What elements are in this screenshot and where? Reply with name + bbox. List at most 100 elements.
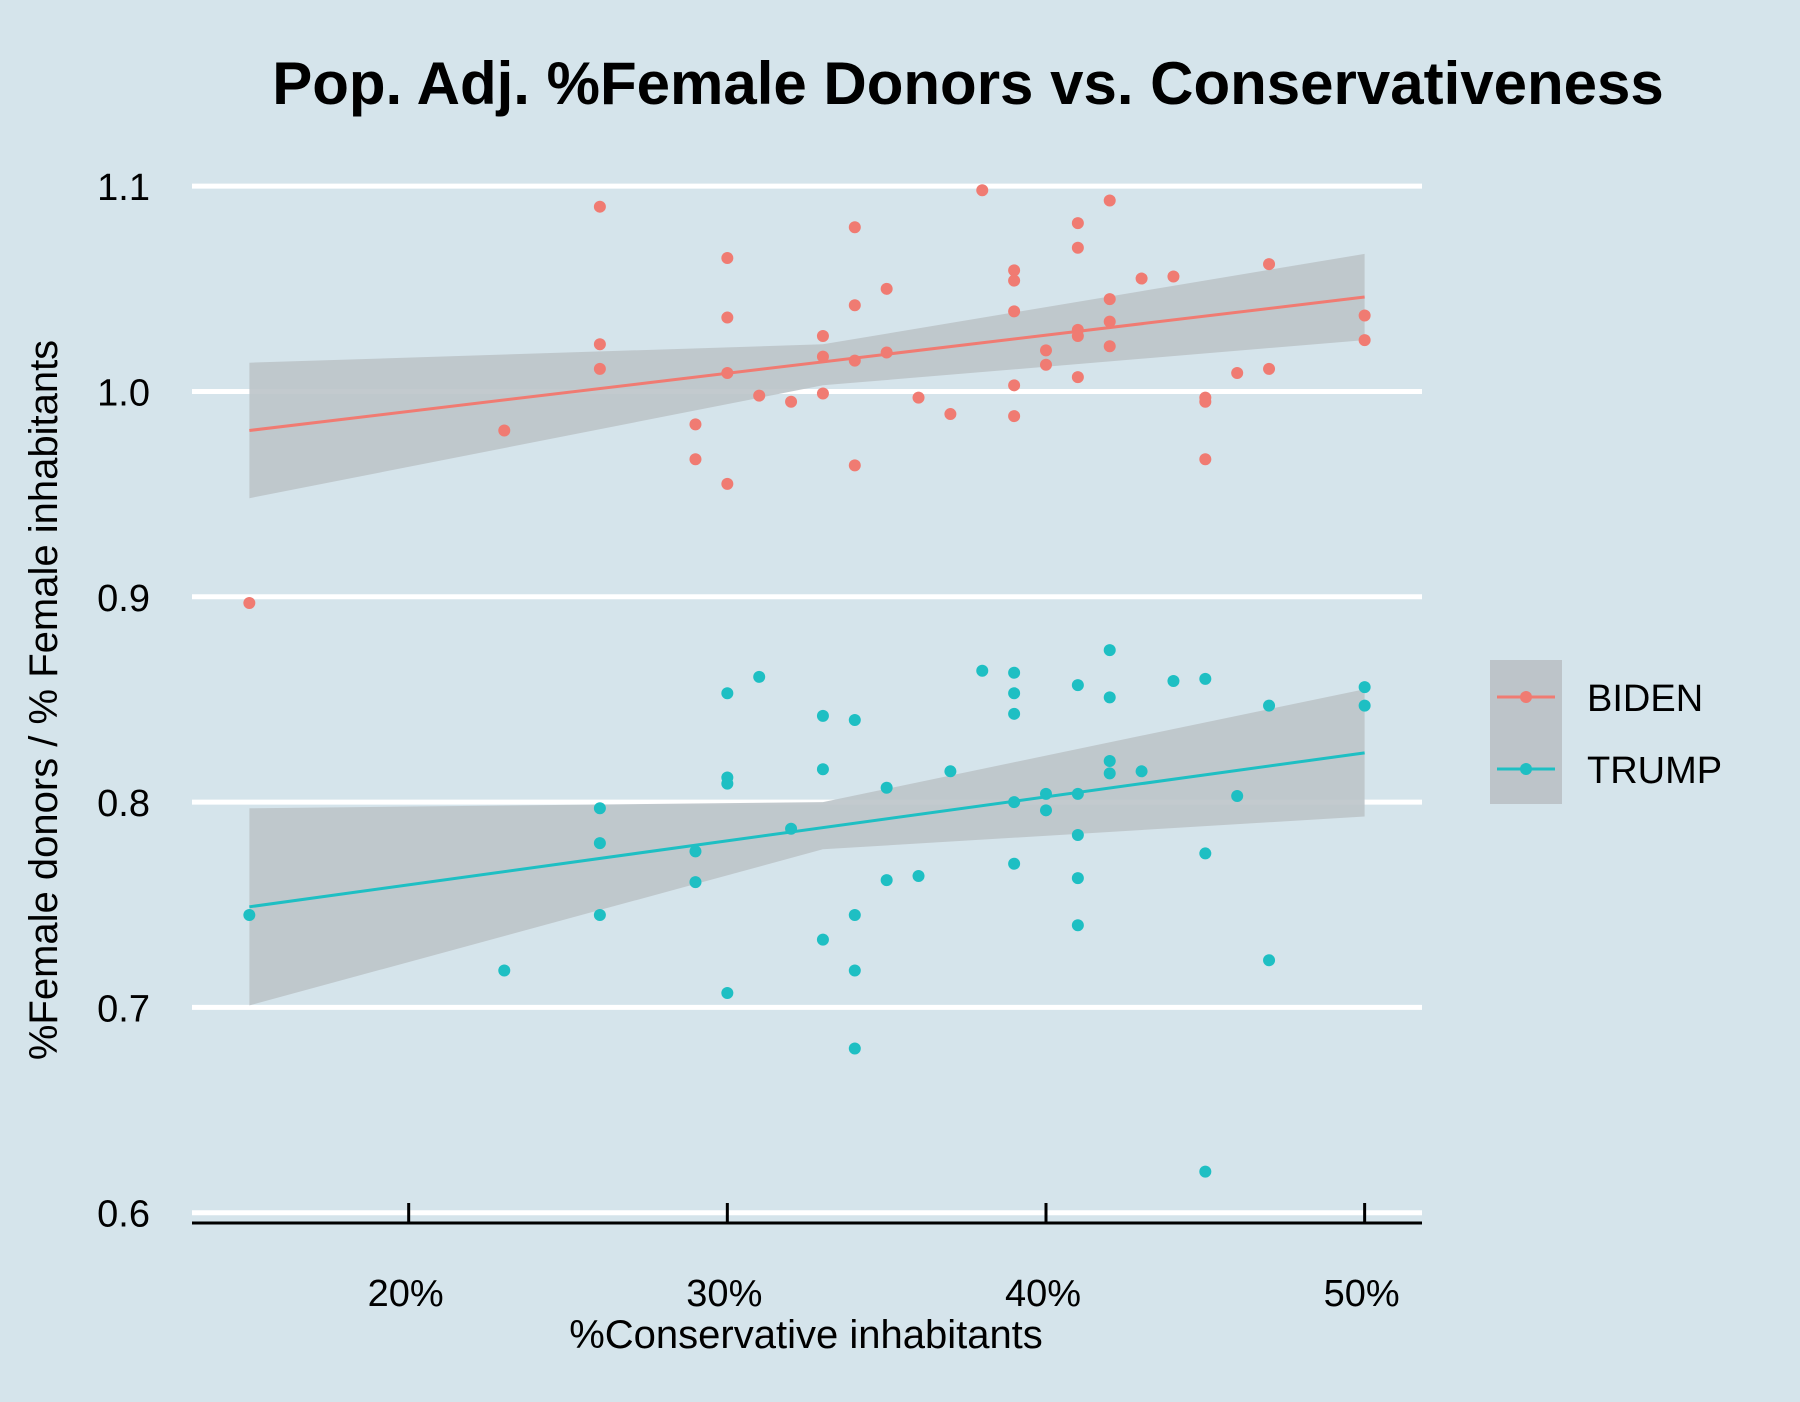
biden-point [721, 252, 734, 265]
y-tick-label: 1.0 [97, 372, 150, 414]
legend-trump-label: TRUMP [1587, 750, 1722, 792]
biden-point [816, 350, 829, 363]
biden-point [1199, 453, 1212, 466]
biden-point [689, 453, 702, 466]
biden-point [848, 221, 861, 234]
biden-point [1103, 315, 1116, 328]
biden-point [1071, 371, 1084, 384]
trump-point [912, 870, 925, 883]
trump-point [1358, 699, 1371, 712]
trump-confidence-ribbon [249, 689, 1365, 1006]
biden-point [1358, 334, 1371, 347]
trump-point [848, 964, 861, 977]
biden-point [721, 477, 734, 490]
trump-point [1008, 666, 1021, 679]
biden-point [721, 366, 734, 379]
biden-point [785, 395, 798, 408]
biden-point [1039, 358, 1052, 371]
biden-point [243, 596, 256, 609]
trump-point [1103, 691, 1116, 704]
biden-confidence-ribbon [249, 253, 1365, 499]
biden-point [880, 282, 893, 295]
trump-point [721, 987, 734, 1000]
trump-point [689, 845, 702, 858]
gridlines [192, 183, 1422, 1216]
biden-point [848, 354, 861, 367]
biden-point [1071, 241, 1084, 254]
trump-point [1199, 847, 1212, 860]
chart-title: Pop. Adj. %Female Donors vs. Conservativ… [272, 50, 1664, 117]
trump-point [1008, 796, 1021, 809]
trump-point [848, 713, 861, 726]
biden-point [1008, 410, 1021, 423]
trump-point [243, 909, 256, 922]
biden-point [593, 200, 606, 213]
x-axis-title: %Conservative inhabitants [569, 1313, 1043, 1357]
trump-point [976, 664, 989, 677]
legend-biden-point [1520, 691, 1532, 703]
biden-point [1103, 293, 1116, 306]
trump-point [944, 765, 957, 778]
x-tick-label: 30% [686, 1273, 762, 1315]
biden-point [816, 387, 829, 400]
trump-point [753, 670, 766, 683]
x-tick-label: 20% [368, 1273, 444, 1315]
trump-point [1231, 789, 1244, 802]
biden-point [848, 299, 861, 312]
trump-point [721, 687, 734, 700]
biden-point [1039, 344, 1052, 357]
biden-point [1358, 309, 1371, 322]
trump-point [1263, 699, 1276, 712]
biden-fit-line [249, 295, 1365, 432]
trump-point [721, 777, 734, 790]
legend-trump-point [1520, 763, 1532, 775]
trump-point [785, 822, 798, 835]
trump-point [1071, 919, 1084, 932]
biden-point [1199, 395, 1212, 408]
biden-point [1231, 366, 1244, 379]
trump-point [1263, 954, 1276, 967]
biden-point [1008, 305, 1021, 318]
biden-point [593, 362, 606, 375]
trump-point [593, 837, 606, 850]
trump-point [1358, 681, 1371, 694]
trump-point [1103, 755, 1116, 768]
trump-point [1071, 679, 1084, 692]
y-axis-title: %Female donors / % Female inhabitants [22, 340, 66, 1060]
trump-point [880, 874, 893, 887]
biden-point [498, 424, 511, 437]
biden-point [1071, 330, 1084, 343]
biden-point [593, 338, 606, 351]
trump-point [689, 876, 702, 889]
trump-point [1199, 1165, 1212, 1178]
trump-point [593, 909, 606, 922]
trump-point [1071, 787, 1084, 800]
trump-point [816, 709, 829, 722]
y-tick-label: 0.6 [97, 1194, 150, 1236]
y-axis: 0.6 0.7 0.8 0.9 1.0 1.1 [97, 167, 150, 1236]
confidence-ribbons [249, 253, 1365, 1006]
biden-point [1167, 270, 1180, 283]
biden-point [1008, 264, 1021, 277]
trump-point [1071, 828, 1084, 841]
biden-point [721, 311, 734, 324]
fit-lines [249, 295, 1365, 909]
trump-point [1167, 674, 1180, 687]
biden-point [1135, 272, 1148, 285]
biden-point [1008, 379, 1021, 392]
biden-point [753, 389, 766, 402]
trump-point [848, 1042, 861, 1055]
y-tick-label: 0.7 [97, 988, 150, 1030]
trump-point [1135, 765, 1148, 778]
biden-point [912, 391, 925, 404]
x-axis: 20% 30% 40% 50% [192, 1203, 1422, 1315]
trump-point [1008, 707, 1021, 720]
trump-point [593, 802, 606, 815]
legend: BIDEN TRUMP [1490, 660, 1722, 804]
x-tick-label: 40% [1005, 1273, 1081, 1315]
biden-point [816, 330, 829, 343]
y-tick-label: 0.8 [97, 783, 150, 825]
trump-point [1103, 767, 1116, 780]
trump-point [1008, 857, 1021, 870]
